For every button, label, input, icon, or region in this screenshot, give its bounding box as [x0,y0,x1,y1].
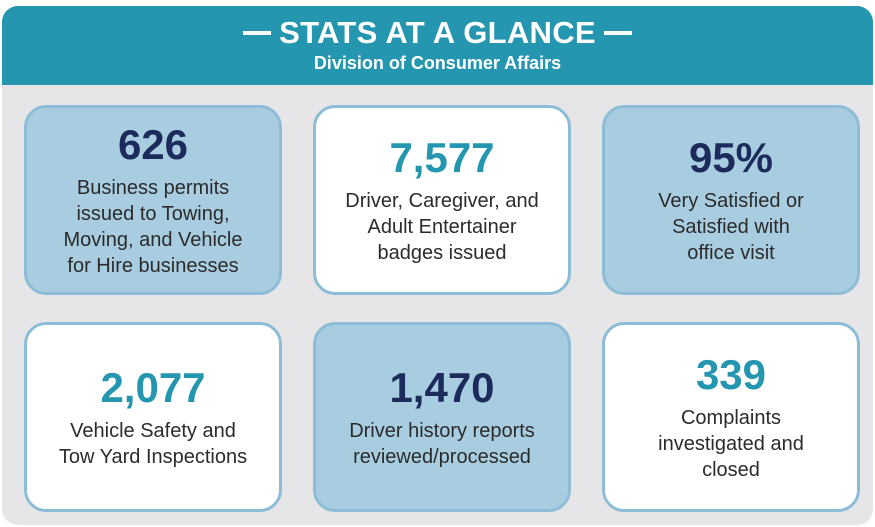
stat-description: reviewed/processed [353,446,531,468]
header: STATS AT A GLANCE Division of Consumer A… [2,6,873,85]
stat-card: 7,577 Driver, Caregiver, and Adult Enterta… [313,105,571,295]
stat-number: 95% [688,134,774,181]
stat-description: Moving, and Vehicle [63,229,243,251]
stat-number: 1,470 [389,364,495,411]
stat-card: 626 Business permits issued to Towing, Movi… [24,105,282,295]
stat-description: Vehicle Safety and [70,420,236,442]
stat-description: Satisfied with [672,216,790,238]
stat-description: investigated and [658,433,804,455]
stat-description: Very Satisfied or [658,190,804,212]
stat-description: closed [702,459,760,481]
title: STATS AT A GLANCE [279,15,596,50]
stat-description: Driver history reports [349,420,535,442]
stat-description: Driver, Caregiver, and [345,190,539,212]
subtitle: Division of Consumer Affairs [313,53,562,73]
stat-number: 7,577 [389,134,495,181]
title-row: STATS AT A GLANCE [2,15,873,51]
stat-description: badges issued [377,242,507,264]
dash [603,31,632,35]
stat-number: 339 [695,351,767,398]
stat-description: issued to Towing, [76,203,230,225]
stat-description: Complaints [680,407,782,429]
dash [243,31,272,35]
stat-description: office visit [687,242,775,264]
stat-description: for Hire businesses [67,255,239,277]
stat-card: 339 Complaints investigated and closed [602,322,860,512]
stat-card: 95% Very Satisfied or Satisfied with office… [602,105,860,295]
stat-number: 2,077 [100,364,206,411]
stat-card: 1,470 Driver history reports reviewed/proc… [313,322,571,512]
stat-description: Business permits [76,177,230,199]
panel: STATS AT A GLANCE Division of Consumer A… [2,6,873,525]
stat-card: 2,077 Vehicle Safety and Tow Yard Inspecti… [24,322,282,512]
stat-number: 626 [117,121,189,168]
stat-description: Tow Yard Inspections [58,446,248,468]
stat-description: Adult Entertainer [367,216,517,238]
